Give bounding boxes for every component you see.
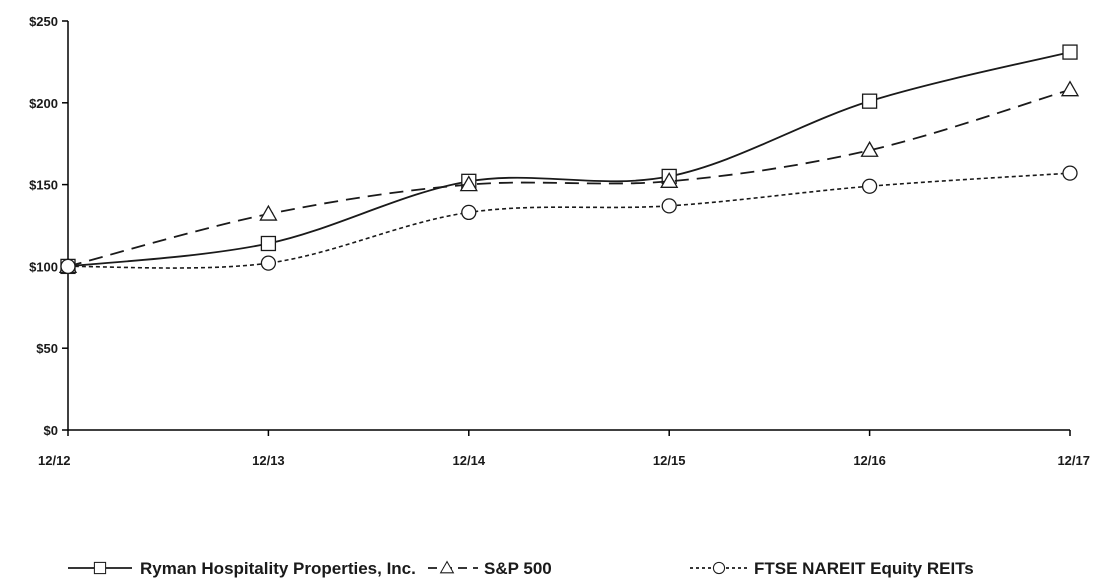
series-sp500 [58,80,1080,274]
chart-axes: $0 $50 $100 $150 $200 $250 12/12 12/13 12/14 12/1… [29,14,1090,468]
x-tick-label: 12/17 [1057,453,1090,468]
x-tick-label: 12/12 [38,453,71,468]
data-point-sp500 [459,175,478,192]
data-point-reits [461,204,477,221]
y-tick-label: $0 [44,423,58,438]
series-line-sp500 [67,88,1071,268]
legend-label: S&P 500 [484,559,552,578]
data-point-ryman [861,93,878,109]
legend-item-reits: FTSE NAREIT Equity REITs [690,559,974,578]
chart-series [58,44,1080,275]
data-point-sp500 [259,204,278,221]
legend-marker [439,560,455,574]
y-tick-label: $50 [36,341,58,356]
legend-item-ryman: Ryman Hospitality Properties, Inc. [68,559,416,578]
x-tick-label: 12/16 [853,453,886,468]
series-ryman [60,44,1078,275]
series-line-reits [67,172,1071,269]
y-tick-label: $100 [29,259,58,274]
legend-label: Ryman Hospitality Properties, Inc. [140,559,416,578]
data-point-ryman [260,235,277,252]
data-point-reits [661,198,677,214]
data-point-reits [60,258,76,275]
chart-legend: Ryman Hospitality Properties, Inc. S&P 50… [68,559,974,578]
data-point-reits [861,178,878,194]
y-tick-label: $150 [29,178,58,193]
legend-label: FTSE NAREIT Equity REITs [754,559,974,578]
legend-marker-group [93,561,107,575]
x-tick-label: 12/14 [453,453,486,468]
y-tick-label: $250 [29,14,58,29]
legend-marker [93,561,107,575]
x-tick-label: 12/13 [252,453,285,468]
data-point-reits [1062,165,1078,181]
data-point-sp500 [1060,80,1080,97]
legend-marker [712,561,726,575]
y-tick-label: $200 [29,96,58,111]
data-point-reits [260,255,277,271]
data-point-ryman [1062,44,1078,60]
x-tick-label: 12/15 [653,453,686,468]
series-reits [60,165,1078,275]
data-point-sp500 [660,172,679,188]
data-point-sp500 [860,140,879,157]
legend-item-sp500: S&P 500 [428,559,552,578]
legend-marker-group [439,560,455,574]
series-line-ryman [67,51,1071,268]
legend-marker-group [712,561,726,575]
